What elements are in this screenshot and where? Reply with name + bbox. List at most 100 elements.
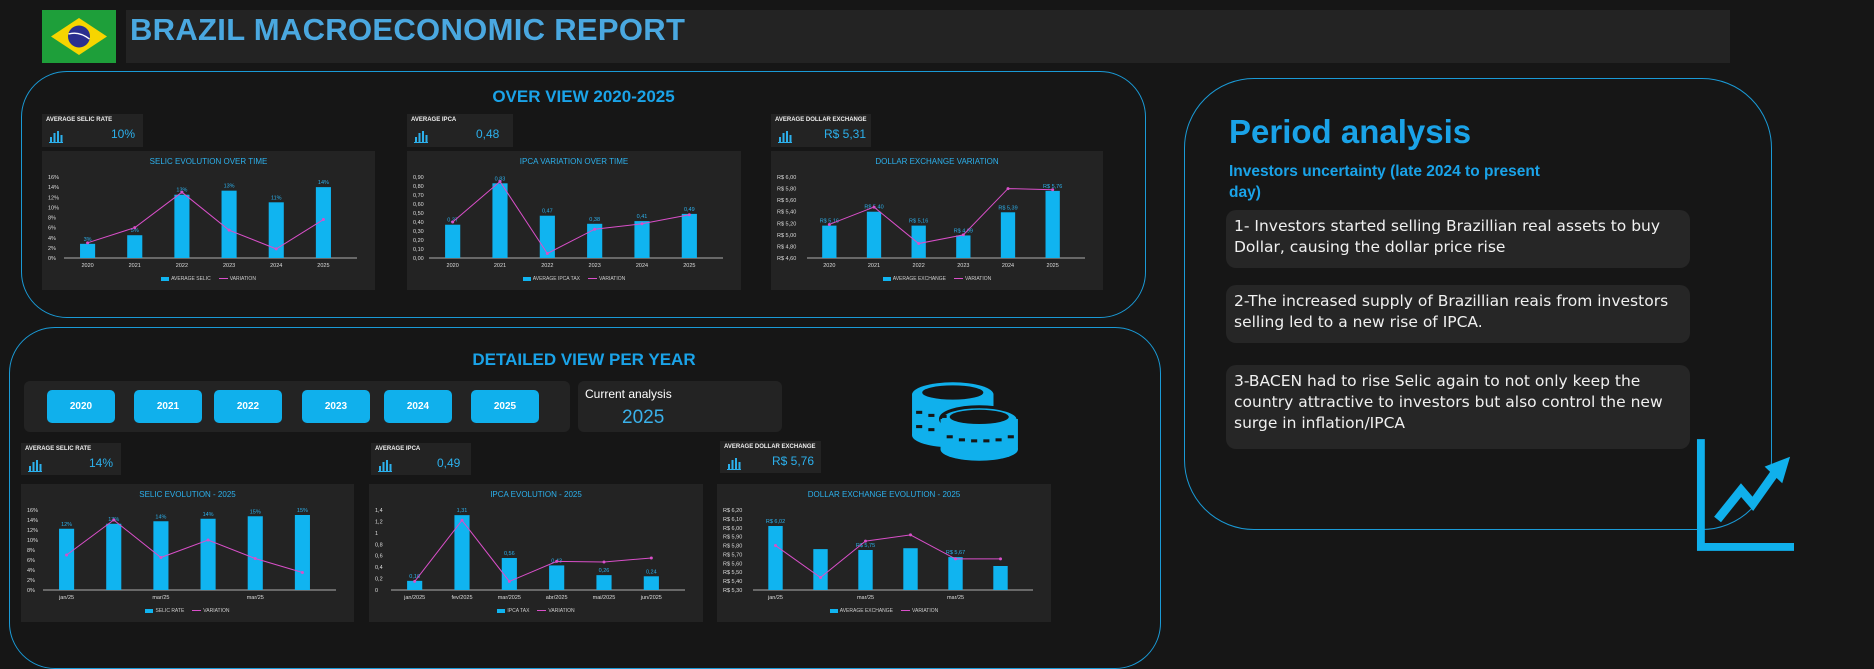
chart-title: SELIC EVOLUTION OVER TIME: [149, 157, 268, 166]
y-tick-label: 0,40: [413, 220, 424, 226]
bar: [911, 225, 926, 258]
bar-chart-icon: [778, 131, 792, 143]
legend-line-label: VARIATION: [548, 608, 575, 614]
data-label: 15%: [250, 509, 261, 515]
chart-plot: 0% 2% 4% 6% 8% 10% 12% 14% 16% 3% 2020 5% 2021 13% 202…: [48, 175, 357, 269]
y-tick-label: 0,10: [413, 247, 424, 253]
bar: [634, 221, 650, 258]
year-button-2024[interactable]: 2024: [384, 390, 452, 423]
chart-plot: R$ 5,30 R$ 5,40 R$ 5,50 R$ 5,60 R$ 5,70 R$ 5,…: [723, 508, 1033, 601]
variation-point: [451, 220, 455, 224]
x-tick-label: 2024: [1002, 263, 1014, 269]
chart-legend: AVERAGE EXCHANGE VARIATION: [771, 276, 1103, 282]
bar: [501, 558, 517, 590]
flag-icon: [51, 18, 107, 55]
chart-dollar-2025: DOLLAR EXCHANGE EVOLUTION - 2025 R$ 5,30 R…: [717, 484, 1051, 622]
y-tick-label: 0,8: [375, 542, 383, 548]
data-label: R$ 5,67: [946, 550, 965, 556]
variation-line: [829, 188, 1053, 245]
chart-title: IPCA EVOLUTION - 2025: [490, 490, 582, 499]
variation-point: [649, 556, 653, 560]
bar: [1000, 212, 1016, 258]
legend-line-swatch: [901, 610, 911, 612]
period-analysis-subtitle: Investors uncertainty (late 2024 to pres…: [1229, 163, 1540, 201]
bar: [174, 194, 190, 258]
y-tick-label: 1,4: [375, 508, 383, 514]
x-tick-label: 2025: [683, 263, 695, 269]
brazil-flag: [42, 10, 116, 63]
kpi-value: 14%: [89, 456, 114, 470]
y-tick-label: R$ 5,40: [777, 210, 796, 216]
legend-line-label: VARIATION: [203, 608, 230, 614]
chart-selic-2025: SELIC EVOLUTION - 2025 0% 2% 4% 6% 8% 10% 12% 14…: [21, 484, 354, 622]
chart-legend: AVERAGE EXCHANGE VARIATION: [717, 608, 1051, 614]
y-tick-label: R$ 6,00: [723, 526, 742, 532]
y-tick-label: R$ 5,80: [777, 187, 796, 193]
x-tick-label: mar/25: [947, 595, 964, 601]
variation-point: [909, 533, 912, 537]
variation-line: [87, 191, 324, 250]
data-label: 0,26: [599, 568, 610, 574]
year-button-2022[interactable]: 2022: [214, 390, 282, 423]
legend-bar-label: SELIC RATE: [155, 608, 185, 614]
y-tick-label: R$ 5,30: [723, 588, 742, 594]
y-tick-label: R$ 5,00: [777, 233, 796, 239]
x-tick-label: mar/25: [857, 595, 874, 601]
bar: [643, 576, 659, 590]
data-label: 0,24: [646, 569, 657, 575]
variation-point: [159, 556, 163, 559]
y-tick-label: 10%: [48, 205, 59, 211]
x-tick-label: 2025: [1047, 263, 1059, 269]
legend-line-label: VARIATION: [229, 276, 256, 282]
legend-bar-label: AVERAGE IPCA TAX: [532, 276, 581, 282]
kpi-avg-dollar: AVERAGE DOLLAR EXCHANGE R$ 5,31: [771, 114, 871, 147]
bar: [903, 548, 918, 590]
variation-line: [66, 519, 303, 573]
analysis-point-3: 3-BACEN had to rise Selic again to not o…: [1226, 365, 1690, 449]
page-title: BRAZIL MACROECONOMIC REPORT: [130, 12, 686, 47]
variation-point: [872, 205, 876, 209]
year-button-2021[interactable]: 2021: [134, 390, 202, 423]
x-tick-label: fev/2025: [451, 595, 472, 601]
y-tick-label: 0,80: [413, 184, 424, 190]
bar: [858, 550, 873, 590]
variation-point: [593, 227, 597, 231]
bar: [315, 187, 331, 258]
x-tick-label: 2021: [868, 263, 880, 269]
bar-chart-icon: [28, 460, 42, 472]
y-tick-label: 0,60: [413, 202, 424, 208]
bar: [866, 211, 882, 258]
bar: [956, 235, 971, 258]
data-label: 13%: [224, 184, 235, 190]
y-tick-label: 16%: [48, 175, 59, 181]
y-tick-label: 0,90: [413, 175, 424, 181]
kpi-value: 0,48: [476, 127, 500, 141]
bar: [539, 215, 555, 258]
variation-point: [602, 560, 606, 564]
bar: [153, 521, 169, 590]
y-tick-label: R$ 4,60: [777, 256, 796, 262]
bar: [993, 566, 1008, 590]
variation-point: [961, 233, 965, 237]
bar: [407, 580, 423, 590]
variation-point: [460, 518, 464, 522]
x-tick-label: 2022: [541, 263, 553, 269]
year-button-2025[interactable]: 2025: [471, 390, 539, 423]
variation-point: [954, 557, 957, 561]
chart-selic-over-time: SELIC EVOLUTION OVER TIME 0% 2% 4% 6% 8% 10% 12…: [42, 151, 375, 290]
year-button-2023[interactable]: 2023: [302, 390, 370, 423]
x-tick-label: mai/2025: [593, 595, 616, 601]
variation-point: [413, 579, 417, 583]
y-tick-label: 0,6: [375, 554, 383, 560]
bar: [127, 235, 143, 258]
y-tick-label: R$ 5,20: [777, 221, 796, 227]
variation-point: [687, 213, 691, 217]
period-analysis-title: Period analysis: [1229, 113, 1472, 150]
bar: [681, 213, 697, 258]
x-tick-label: 2020: [823, 263, 835, 269]
x-tick-label: 2022: [176, 263, 188, 269]
legend-bar-swatch: [829, 608, 838, 613]
year-button-2020[interactable]: 2020: [47, 390, 115, 423]
y-tick-label: 1,2: [375, 519, 383, 525]
y-tick-label: 2%: [27, 578, 35, 584]
